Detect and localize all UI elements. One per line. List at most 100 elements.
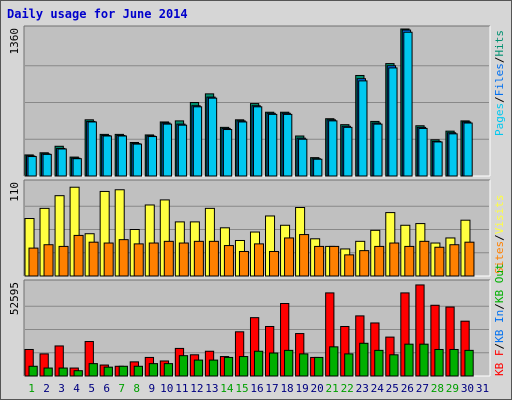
legend-separator: / [493, 234, 506, 241]
bar-kbout-day-12 [193, 359, 204, 377]
bar-sites-day-20 [314, 245, 325, 277]
bar-kbout-day-22 [344, 353, 354, 377]
bar-pages-day-28 [433, 141, 443, 177]
bar-pages-day-25 [388, 67, 398, 177]
x-tick-label-9: 9 [148, 382, 155, 395]
x-tick-label-22: 22 [341, 382, 354, 395]
bar-pages-day-6 [102, 135, 112, 177]
bar-kbout-day-11 [178, 355, 189, 377]
bar-pages-day-13 [207, 97, 218, 177]
bar-sites-day-22 [344, 254, 355, 277]
bar-kbout-day-13 [208, 359, 219, 377]
bar-sites-day-8 [133, 243, 144, 277]
bar-sites-day-3 [58, 245, 69, 277]
legend-hits-files-pages: Pages/Files/Hits [493, 30, 506, 136]
x-tick-label-1: 1 [28, 382, 35, 395]
bar-pages-day-5 [87, 121, 97, 177]
bar-sites-day-7 [118, 239, 129, 277]
bar-kbout-day-6 [103, 366, 113, 377]
legend-entry-files: Files [493, 63, 506, 96]
bar-pages-day-19 [298, 138, 308, 177]
bar-kbout-day-26 [404, 343, 414, 377]
legend-separator: / [493, 57, 506, 64]
x-tick-label-15: 15 [235, 382, 248, 395]
x-tick-label-7: 7 [118, 382, 125, 395]
legend-entry-sites: Sites [493, 241, 506, 274]
bar-pages-day-10 [162, 123, 173, 177]
bar-kbout-day-17 [269, 352, 279, 377]
bar-sites-day-9 [148, 242, 159, 277]
bar-sites-day-16 [253, 243, 265, 277]
bar-pages-day-8 [132, 143, 142, 177]
bar-pages-day-22 [343, 126, 353, 177]
bar-sites-day-17 [269, 250, 280, 277]
bar-kbout-day-18 [284, 349, 294, 377]
bar-kbout-day-23 [359, 342, 369, 377]
bar-pages-day-24 [373, 123, 383, 177]
x-tick-label-12: 12 [190, 382, 203, 395]
bar-sites-day-21 [329, 245, 340, 277]
bar-sites-day-28 [434, 246, 445, 277]
x-tick-label-21: 21 [326, 382, 339, 395]
bar-sites-day-23 [359, 250, 370, 277]
x-tick-label-17: 17 [265, 382, 278, 395]
bar-pages-day-12 [192, 106, 203, 177]
legend-entry-kb-f: KB F [493, 350, 506, 377]
x-tick-label-6: 6 [103, 382, 110, 395]
legend-separator: / [493, 96, 506, 103]
legend-entry-kb-in: KB In [493, 310, 506, 343]
bar-kbout-day-25 [389, 354, 399, 377]
bar-kbout-day-14 [223, 356, 234, 377]
bar-sites-day-26 [404, 245, 415, 277]
bar-sites-day-19 [299, 234, 310, 277]
x-tick-label-27: 27 [416, 382, 429, 395]
x-tick-label-8: 8 [133, 382, 140, 395]
bar-sites-day-12 [193, 240, 204, 277]
x-tick-label-4: 4 [73, 382, 80, 395]
x-tick-label-30: 30 [461, 382, 474, 395]
bar-pages-day-27 [418, 127, 428, 177]
x-tick-label-23: 23 [356, 382, 369, 395]
bar-pages-day-21 [328, 120, 338, 177]
x-tick-label-14: 14 [220, 382, 234, 395]
legend-separator: / [493, 343, 506, 350]
bar-sites-day-10 [163, 240, 174, 277]
bar-pages-day-14 [222, 129, 233, 177]
bar-sites-day-14 [223, 245, 234, 277]
bar-kbout-day-15 [238, 356, 249, 377]
bar-pages-day-3 [57, 148, 67, 177]
bar-pages-day-26 [403, 31, 413, 177]
x-tick-label-5: 5 [88, 382, 95, 395]
bar-kbout-day-1 [28, 365, 38, 377]
x-tick-label-19: 19 [295, 382, 308, 395]
bar-kbout-day-5 [88, 363, 98, 377]
x-tick-label-3: 3 [58, 382, 65, 395]
bar-sites-day-15 [238, 250, 249, 277]
x-tick-label-16: 16 [250, 382, 263, 395]
bar-kbout-day-2 [43, 367, 53, 377]
bar-sites-day-30 [464, 241, 475, 277]
bar-sites-day-5 [88, 241, 99, 277]
bar-sites-day-6 [103, 242, 114, 277]
bar-kbout-day-27 [419, 343, 429, 377]
bar-sites-day-1 [28, 247, 39, 277]
x-tick-label-25: 25 [386, 382, 399, 395]
bar-sites-day-29 [449, 244, 460, 277]
bar-kbout-day-4 [73, 370, 83, 377]
bar-sites-day-27 [419, 240, 430, 277]
bar-kbout-day-20 [314, 356, 324, 377]
bar-kbout-day-8 [133, 365, 143, 377]
bar-pages-day-11 [177, 124, 188, 177]
bar-sites-day-24 [374, 245, 385, 277]
bar-pages-day-30 [463, 122, 473, 177]
bar-kbout-day-24 [374, 349, 384, 377]
bar-kbout-day-9 [148, 363, 159, 377]
legend-entry-hits: Hits [493, 30, 506, 57]
bar-pages-day-4 [72, 158, 82, 177]
x-tick-label-28: 28 [431, 382, 444, 395]
legend-separator: / [493, 303, 506, 310]
bar-sites-day-4 [73, 234, 84, 277]
bar-kbout-day-3 [58, 367, 68, 377]
x-tick-label-10: 10 [160, 382, 173, 395]
